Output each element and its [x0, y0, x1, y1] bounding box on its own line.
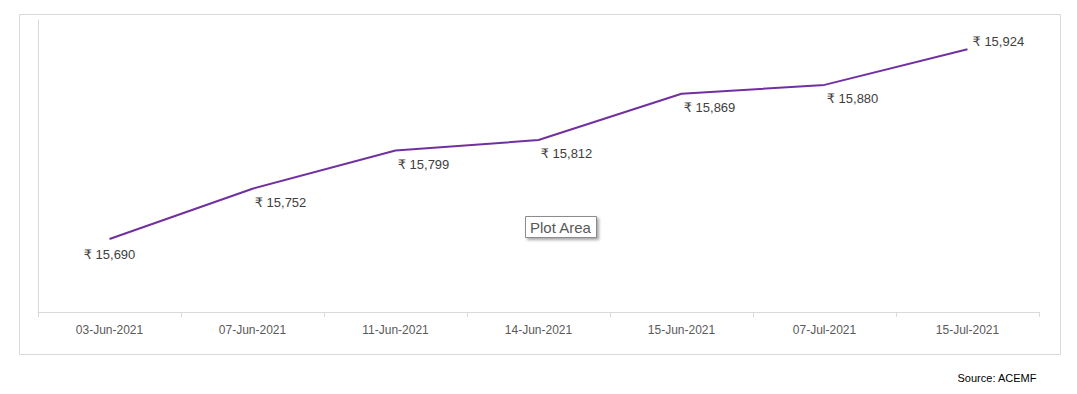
svg-text:₹ 15,869: ₹ 15,869	[684, 100, 736, 115]
svg-text:₹ 15,880: ₹ 15,880	[827, 91, 879, 106]
svg-text:₹ 15,690: ₹ 15,690	[84, 247, 136, 262]
svg-text:Plot Area: Plot Area	[530, 219, 592, 236]
svg-text:15-Jun-2021: 15-Jun-2021	[648, 323, 716, 337]
svg-text:07-Jun-2021: 07-Jun-2021	[219, 323, 287, 337]
svg-text:15-Jul-2021: 15-Jul-2021	[936, 323, 1000, 337]
svg-text:₹ 15,799: ₹ 15,799	[398, 157, 450, 172]
svg-text:Source: ACEMF: Source: ACEMF	[958, 372, 1037, 384]
svg-text:11-Jun-2021: 11-Jun-2021	[362, 323, 429, 337]
svg-text:07-Jul-2021: 07-Jul-2021	[793, 323, 857, 337]
svg-text:₹ 15,812: ₹ 15,812	[541, 146, 593, 161]
svg-text:14-Jun-2021: 14-Jun-2021	[505, 323, 573, 337]
svg-text:03-Jun-2021: 03-Jun-2021	[76, 323, 144, 337]
svg-text:₹ 15,752: ₹ 15,752	[255, 195, 307, 210]
svg-text:₹ 15,924: ₹ 15,924	[973, 34, 1025, 49]
